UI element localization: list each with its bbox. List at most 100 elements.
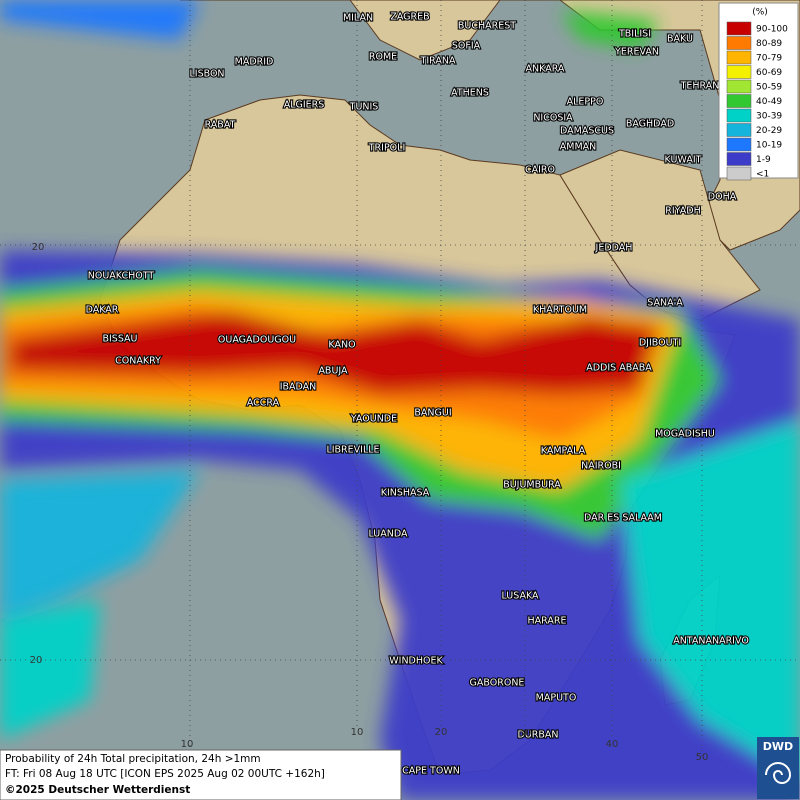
- legend-swatch: [726, 36, 752, 50]
- footer-forecast: FT: Fri 08 Aug 18 UTC [ICON EPS 2025 Aug…: [5, 768, 325, 780]
- city-label: KAMPALA: [541, 446, 586, 457]
- legend-swatch: [726, 79, 752, 94]
- city-label: OUAGADOUGOU: [218, 335, 296, 346]
- logo-swirl: [765, 762, 792, 784]
- city-label: TRIPOLI: [368, 143, 406, 154]
- grid-label: 30: [519, 728, 532, 739]
- legend-swatch: [726, 108, 752, 123]
- footer-title: Probability of 24h Total precipitation, …: [5, 753, 261, 765]
- city-label: SANA'A: [647, 298, 683, 309]
- city-label: DURBAN: [518, 730, 559, 741]
- city-label: WINDHOEK: [389, 656, 443, 667]
- city-label: MAPUTO: [536, 693, 577, 704]
- city-label: BISSAU: [102, 334, 137, 345]
- city-label: NOUAKCHOTT: [88, 271, 155, 282]
- footer: Probability of 24h Total precipitation, …: [0, 749, 402, 800]
- city-label: KUWAIT: [665, 155, 702, 166]
- legend-swatch: [726, 123, 752, 137]
- legend-label: 40-49: [756, 97, 782, 107]
- legend-label: 10-19: [756, 141, 782, 151]
- city-label: JEDDAH: [595, 243, 633, 254]
- logo-text: DWD: [763, 740, 793, 753]
- city-label: YEREVAN: [614, 47, 659, 58]
- city-label: ANTANANARIVO: [673, 636, 749, 647]
- legend-label: 50-59: [756, 83, 782, 93]
- city-label: TUNIS: [349, 102, 379, 113]
- legend-swatch: [726, 137, 752, 152]
- legend-label: 20-29: [756, 126, 782, 136]
- city-label: ALEPPO: [567, 97, 604, 108]
- grid-label: 40: [606, 739, 619, 750]
- city-label: ALGIERS: [284, 100, 325, 111]
- city-label: ANKARA: [526, 64, 565, 75]
- city-label: KHARTOUM: [533, 305, 587, 316]
- legend-swatch: [726, 152, 752, 166]
- city-label: BUCHAREST: [458, 21, 516, 32]
- city-label: HARARE: [528, 616, 567, 627]
- city-label: ROME: [369, 52, 397, 63]
- grid-label: 20: [32, 242, 45, 253]
- city-label: NICOSIA: [533, 113, 573, 124]
- city-label: LIBREVILLE: [326, 445, 379, 456]
- city-label: ADDIS ABABA: [586, 363, 652, 374]
- legend-label: 1-9: [756, 155, 771, 165]
- legend-label: 90-100: [756, 25, 788, 35]
- grid-label: 20: [435, 727, 448, 738]
- logo-box: [757, 737, 799, 799]
- city-label: SOFIA: [452, 41, 481, 52]
- grid-label: 10: [351, 727, 364, 738]
- city-label: MADRID: [235, 57, 274, 68]
- city-label: DJIBOUTI: [639, 338, 681, 349]
- logo: DWD: [757, 737, 799, 799]
- legend-label: <1: [756, 170, 769, 180]
- city-label: RIYADH: [665, 206, 700, 217]
- grid-label: 20: [30, 655, 43, 666]
- city-label: BAGHDAD: [626, 119, 674, 130]
- city-label: BUJUMBURA: [503, 480, 561, 491]
- legend-swatch: [726, 65, 752, 79]
- city-label: IBADAN: [280, 382, 317, 393]
- city-label: CAIRO: [525, 165, 555, 176]
- legend-unit: (%): [752, 8, 768, 18]
- city-label: RABAT: [205, 120, 236, 131]
- city-label: MOGADISHU: [655, 429, 715, 440]
- legend-label: 80-89: [756, 39, 782, 49]
- city-label: KANO: [328, 340, 355, 351]
- legend-label: 30-39: [756, 112, 782, 122]
- city-label: TEHRAN: [680, 81, 720, 92]
- legend-swatch: [726, 50, 752, 65]
- city-label: YAOUNDE: [350, 414, 397, 425]
- city-label: TBILISI: [618, 29, 651, 40]
- city-label: ZAGREB: [390, 12, 429, 23]
- legend-label: 60-69: [756, 68, 782, 78]
- legend-swatch: [726, 94, 752, 108]
- city-label: ATHENS: [451, 88, 489, 99]
- legend-swatch: [726, 166, 752, 181]
- city-label: LUSAKA: [501, 591, 539, 602]
- grid-label: 50: [696, 752, 709, 763]
- city-label: DOHA: [708, 192, 737, 203]
- city-label: GABORONE: [470, 678, 525, 689]
- city-label: AMMAN: [560, 142, 597, 153]
- city-label: BAKU: [667, 34, 693, 45]
- city-label: MILAN: [343, 13, 373, 24]
- city-label: TIRANA: [420, 56, 456, 67]
- city-label: DAKAR: [86, 305, 119, 316]
- legend-swatch: [726, 21, 752, 36]
- city-label: ACCRA: [247, 398, 280, 409]
- city-label: DAMASCUS: [560, 126, 614, 137]
- grid-label: 10: [181, 739, 194, 750]
- footer-box: [0, 749, 402, 800]
- city-label: BANGUI: [414, 408, 451, 419]
- city-label: CONAKRY: [115, 356, 161, 367]
- city-label: LUANDA: [368, 529, 408, 540]
- city-label: KINSHASA: [381, 488, 430, 499]
- city-label: DAR ES SALAAM: [584, 513, 662, 524]
- legend: (%) 90-100 80-89 70-79 60-69 50-59 40-49 30-39…: [718, 2, 799, 181]
- legend-label: 70-79: [756, 54, 782, 64]
- graticule: [0, 0, 800, 760]
- city-label: NAIROBI: [581, 461, 621, 472]
